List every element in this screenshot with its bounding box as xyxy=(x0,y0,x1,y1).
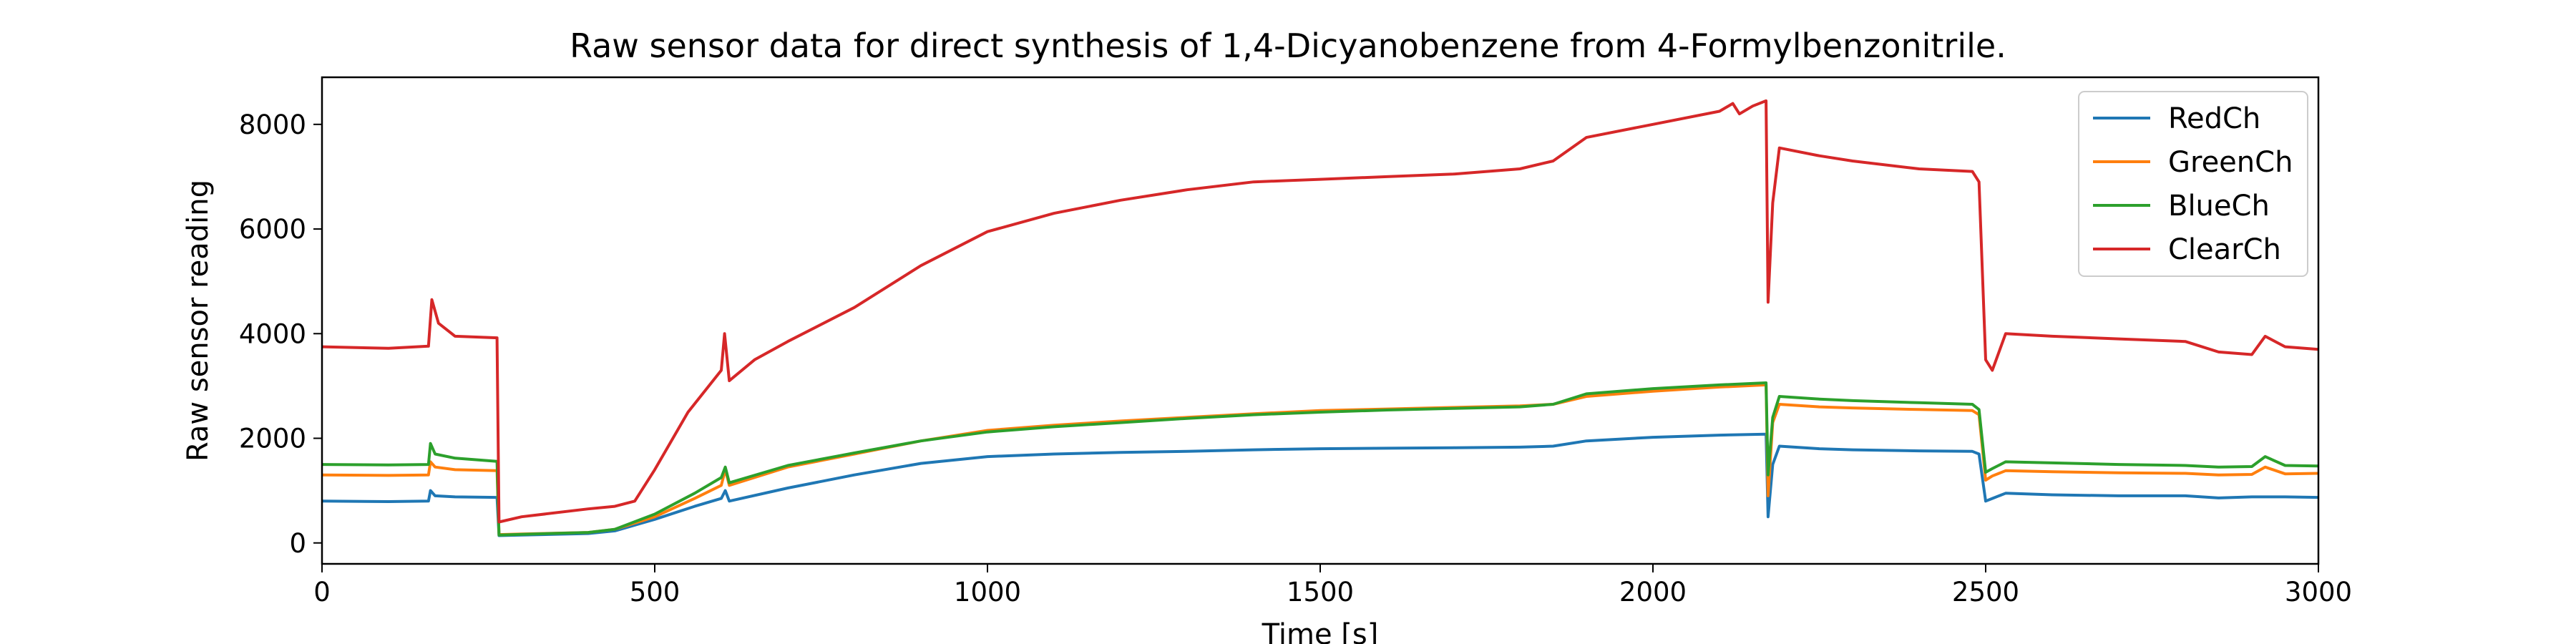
legend-label-bluech: BlueCh xyxy=(2168,190,2270,223)
x-axis: 0 500 1000 1500 2000 2500 3000 xyxy=(313,564,2352,608)
plot-frame xyxy=(321,76,2320,565)
x-tick-label: 1000 xyxy=(954,577,1021,608)
y-axis-label: Raw sensor reading xyxy=(182,180,215,462)
legend-label-greench: GreenCh xyxy=(2168,146,2293,179)
x-tick-label: 2500 xyxy=(1952,577,2019,608)
y-tick-label: 4000 xyxy=(239,318,306,349)
chart-title: Raw sensor data for direct synthesis of … xyxy=(570,26,2006,65)
x-tick-label: 3000 xyxy=(2285,577,2352,608)
x-tick-label: 2000 xyxy=(1619,577,1687,608)
x-tick-label: 0 xyxy=(313,577,331,608)
series-line-greench xyxy=(321,383,2319,537)
y-tick-label: 6000 xyxy=(239,214,306,245)
x-tick-label: 1500 xyxy=(1287,577,1354,608)
series-line-bluech xyxy=(321,381,2319,537)
legend-label-redch: RedCh xyxy=(2168,102,2260,135)
y-tick-label: 8000 xyxy=(239,109,306,140)
x-axis-label: Time [s] xyxy=(1262,618,1379,644)
series-line-redch xyxy=(321,432,2319,537)
legend: RedCh GreenCh BlueCh ClearCh xyxy=(2078,91,2308,277)
series-line-clearch xyxy=(321,99,2319,524)
y-tick-label: 0 xyxy=(289,528,306,559)
y-axis: 0 2000 4000 6000 8000 xyxy=(239,109,322,559)
series-layer xyxy=(321,99,2319,537)
x-tick-label: 500 xyxy=(630,577,680,608)
legend-box xyxy=(2078,91,2308,277)
y-tick-label: 2000 xyxy=(239,424,306,454)
legend-label-clearch: ClearCh xyxy=(2168,233,2281,266)
